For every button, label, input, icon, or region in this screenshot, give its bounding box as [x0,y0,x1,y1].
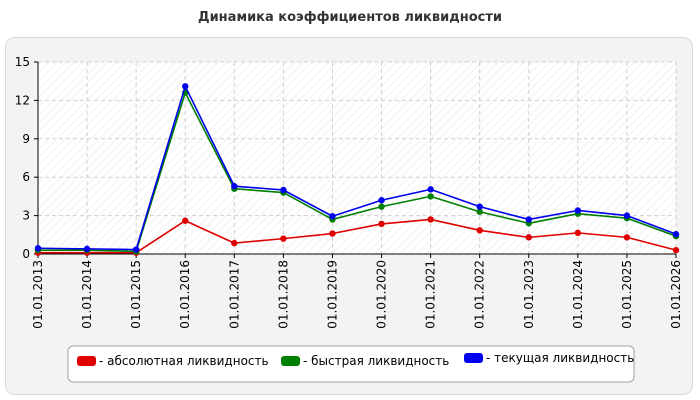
axes: 0 3 6 9 12 15 01.01.2013 01.01.2014 01.01.2015 01… [15,55,683,329]
data-point [672,246,680,254]
data-point [280,235,287,242]
data-point [34,245,42,252]
data-point [476,227,483,234]
data-point [329,213,336,220]
data-point [378,203,385,210]
x-tick-label: 01.01.2017 [227,260,241,329]
x-tick-label: 01.01.2018 [276,260,290,329]
x-tick-label: 01.01.2016 [178,260,192,329]
legend-swatch [281,356,300,366]
y-tick-label: 6 [22,170,30,184]
data-point [182,217,189,224]
data-point [525,216,532,223]
data-point [378,197,385,204]
legend-label: - абсолютная ликвидность [99,354,269,368]
x-tick-label: 01.01.2014 [80,260,94,329]
data-point [329,230,336,237]
data-point [574,207,582,214]
series-line [38,218,677,254]
y-tick-label: 3 [22,209,30,223]
y-tick-label: 12 [15,93,30,107]
data-point [427,186,434,193]
data-point [182,83,189,90]
data-point [280,186,287,194]
legend: - абсолютная ликвидность - быстрая ликвид… [67,345,635,383]
x-tick-label: 01.01.2025 [620,260,634,329]
series-line [37,85,677,251]
x-tick-label: 01.01.2026 [669,260,683,329]
data-point [476,203,483,210]
x-tick-label: 01.01.2015 [129,260,143,329]
y-tick-label: 15 [15,55,30,69]
x-tick-label: 01.01.2019 [325,260,339,329]
legend-swatch [77,356,96,366]
legend-label: - быстрая ликвидность [303,354,449,368]
legend-swatch [464,353,483,363]
x-tick-label: 01.01.2020 [375,260,389,329]
series-layer [34,83,680,256]
x-tick-label: 01.01.2023 [522,260,536,329]
chart-title: Динамика коэффициентов ликвидности [198,10,502,25]
data-point [623,212,631,219]
x-tick-label: 01.01.2024 [571,260,585,329]
y-tick-label: 0 [22,247,30,261]
data-point [427,216,434,223]
x-tick-label: 01.01.2013 [31,260,45,329]
data-point [623,234,631,241]
x-tick-label: 01.01.2021 [424,260,438,329]
data-point [378,220,385,228]
data-point [525,234,532,241]
data-point [672,230,680,238]
plot-area [38,62,676,254]
data-point [132,246,140,253]
legend-box [67,345,635,383]
data-point [476,208,483,215]
data-point [231,182,238,190]
data-point [427,193,434,200]
data-point [231,239,238,247]
data-point [83,245,91,253]
data-point [574,229,582,237]
legend-label: - текущая ликвидность [486,351,634,365]
x-tick-label: 01.01.2022 [473,260,487,329]
plot-background [38,62,676,254]
series-2 [34,83,680,253]
series-0 [34,216,680,256]
y-tick-label: 9 [22,132,30,146]
